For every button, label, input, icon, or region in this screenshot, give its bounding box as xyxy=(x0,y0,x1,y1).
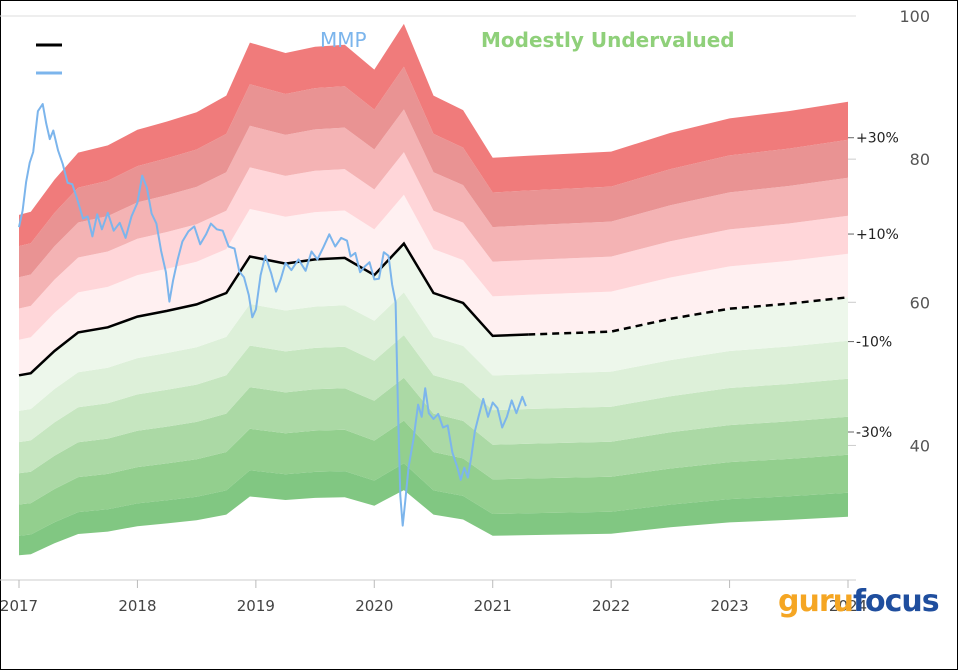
x-tick-label-1: 2018 xyxy=(118,597,156,615)
band-label-3: -30% xyxy=(856,425,892,441)
legend xyxy=(36,43,62,75)
valuation-bands xyxy=(19,23,848,556)
valuation-status-label: Modestly Undervalued xyxy=(481,28,735,52)
price-line xyxy=(18,103,527,527)
valuation-band-9 xyxy=(19,23,848,247)
x-tick-label-4: 2021 xyxy=(474,597,512,615)
x-tick-label-5: 2022 xyxy=(592,597,630,615)
logo-focus-text: focus xyxy=(852,584,940,619)
gf-value-projection-line xyxy=(528,296,849,336)
valuation-band-5 xyxy=(19,194,848,376)
legend-ticker-label: MMP xyxy=(320,28,367,52)
logo-guru-text: guru xyxy=(778,584,854,619)
y-tick-label-1: 60 xyxy=(910,293,930,312)
valuation-band-6 xyxy=(19,152,848,340)
y-tick-label-2: 80 xyxy=(910,150,930,169)
x-tick-label-2: 2019 xyxy=(237,597,275,615)
y-tick-label-3: 100 xyxy=(899,7,930,26)
valuation-band-1 xyxy=(19,377,848,505)
gurufocus-logo: gurufocus xyxy=(778,584,940,619)
valuation-band-bottom xyxy=(19,463,848,556)
valuation-band-4 xyxy=(19,243,848,411)
band-label-0: +30% xyxy=(856,131,899,147)
x-tick-label-0: 2017 xyxy=(0,597,38,615)
axes: 40 60 80 100 +30% +10% -10% -30% 2017 2018 2019 202… xyxy=(0,7,930,615)
series-lines xyxy=(18,103,849,527)
x-tick-label-6: 2023 xyxy=(710,597,748,615)
y-tick-label-0: 40 xyxy=(910,436,930,455)
valuation-band-2 xyxy=(19,335,848,474)
x-tick-label-7: 2024 xyxy=(829,597,867,615)
valuation-band-8 xyxy=(19,66,848,278)
valuation-band-3 xyxy=(19,292,848,443)
valuation-band-7 xyxy=(19,109,848,309)
x-tick-label-3: 2020 xyxy=(355,597,393,615)
band-label-2: -10% xyxy=(856,335,892,351)
gf-value-line xyxy=(18,241,529,377)
valuation-band-0 xyxy=(19,420,848,536)
band-label-1: +10% xyxy=(856,227,899,243)
